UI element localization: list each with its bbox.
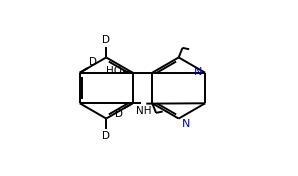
- Text: D: D: [115, 109, 123, 119]
- Text: HO: HO: [106, 66, 122, 76]
- Text: D: D: [102, 35, 110, 45]
- Text: D: D: [102, 131, 110, 141]
- Text: NH: NH: [136, 106, 151, 116]
- Text: D: D: [89, 57, 97, 67]
- Text: N: N: [182, 120, 190, 129]
- Text: N: N: [194, 67, 202, 77]
